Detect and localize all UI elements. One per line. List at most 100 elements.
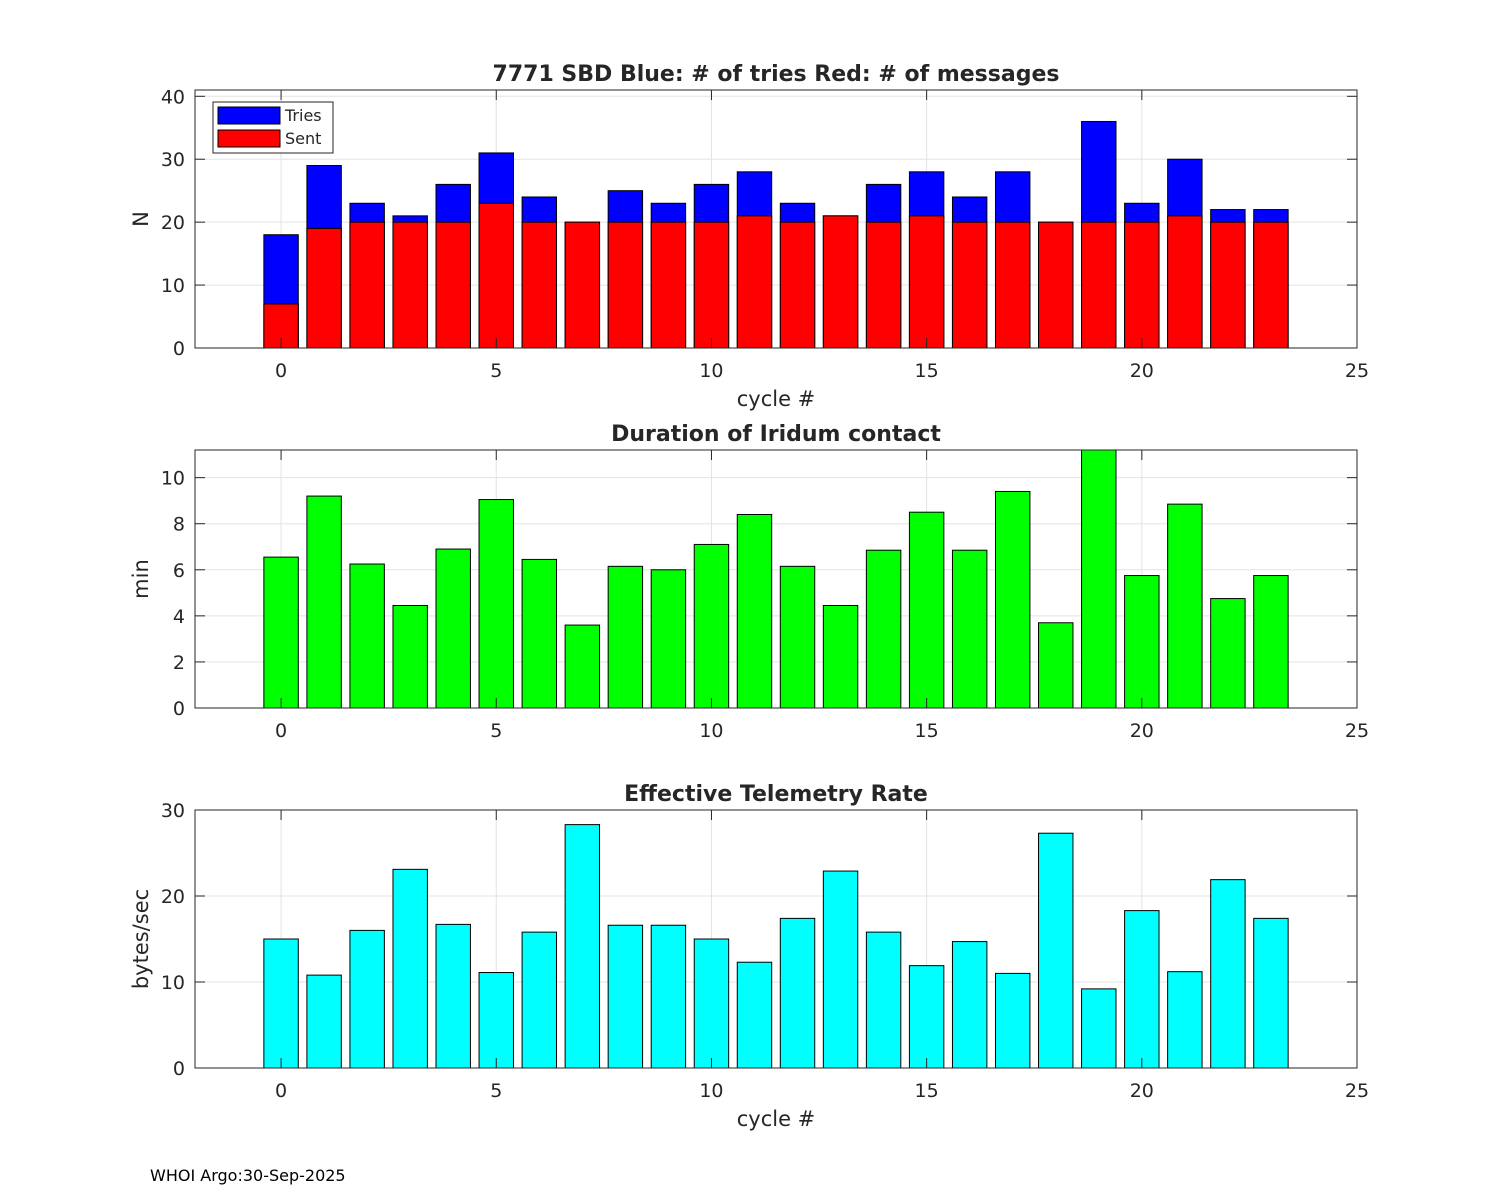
x-tick-label: 15 bbox=[915, 360, 939, 382]
y-tick-label: 10 bbox=[161, 275, 185, 297]
bar-rate-19 bbox=[1081, 988, 1117, 1069]
bar-sent-18 bbox=[1038, 221, 1074, 349]
bar-rate-9 bbox=[650, 924, 687, 1069]
bar-sent-17 bbox=[994, 221, 1031, 349]
bar-sent-19 bbox=[1081, 221, 1117, 349]
bar-sent-21 bbox=[1167, 215, 1203, 349]
bar-duration-21 bbox=[1167, 503, 1203, 709]
bar-rate-22 bbox=[1210, 879, 1246, 1069]
y-tick-label: 4 bbox=[173, 606, 185, 628]
x-tick-label: 10 bbox=[699, 720, 723, 742]
y-tick-label: 0 bbox=[173, 338, 185, 360]
x-tick-label: 10 bbox=[699, 360, 723, 382]
x-tick-label: 5 bbox=[490, 720, 502, 742]
bar-sent-10 bbox=[693, 221, 730, 349]
bar-rate-18 bbox=[1038, 832, 1074, 1069]
y-tick-label: 20 bbox=[161, 886, 185, 908]
bar-duration-11 bbox=[736, 514, 773, 709]
x-tick-label: 0 bbox=[275, 1080, 287, 1102]
bar-rate-8 bbox=[607, 924, 644, 1069]
bar-duration-17 bbox=[994, 490, 1031, 709]
legend-swatch-tries bbox=[217, 106, 281, 125]
bar-sent-1 bbox=[306, 227, 342, 349]
bar-rate-7 bbox=[564, 824, 601, 1069]
x-axis-label: cycle # bbox=[737, 387, 816, 411]
bar-sent-13 bbox=[822, 215, 859, 349]
x-tick-label: 0 bbox=[275, 360, 287, 382]
bar-duration-13 bbox=[822, 604, 859, 709]
bar-sent-8 bbox=[607, 221, 644, 349]
x-tick-label: 25 bbox=[1345, 1080, 1369, 1102]
panel-1: 0 5 10 15 20 25 0 10 20 30 40 7771 SBD Blue: # of t… bbox=[129, 62, 1369, 411]
bar-duration-8 bbox=[607, 565, 644, 709]
y-tick-label: 2 bbox=[173, 652, 185, 674]
y-tick-label: 30 bbox=[161, 149, 185, 171]
bar-duration-12 bbox=[779, 565, 816, 709]
y-tick-label: 20 bbox=[161, 212, 185, 234]
bar-sent-22 bbox=[1210, 221, 1246, 349]
bar-rate-11 bbox=[736, 961, 773, 1069]
bar-duration-10 bbox=[693, 543, 730, 709]
bar-duration-18 bbox=[1038, 622, 1074, 709]
y-tick-label: 10 bbox=[161, 468, 185, 490]
bar-sent-20 bbox=[1124, 221, 1160, 349]
chart-title: Effective Telemetry Rate bbox=[624, 782, 928, 807]
x-tick-label: 15 bbox=[915, 720, 939, 742]
legend-label-sent: Sent bbox=[285, 129, 321, 148]
y-tick-label: 6 bbox=[173, 560, 185, 582]
x-tick-label: 20 bbox=[1130, 360, 1154, 382]
y-tick-label: 0 bbox=[173, 1058, 185, 1080]
plot-area bbox=[195, 810, 1357, 1068]
y-axis-label: bytes/sec bbox=[129, 889, 153, 989]
bar-sent-23 bbox=[1253, 221, 1289, 349]
bar-sent-4 bbox=[435, 221, 471, 349]
bar-duration-3 bbox=[392, 604, 428, 709]
panel-3: 0 5 10 15 20 25 0 10 20 30 Effective Telemetry Rat… bbox=[129, 782, 1369, 1131]
y-tick-label: 10 bbox=[161, 972, 185, 994]
x-tick-label: 0 bbox=[275, 720, 287, 742]
bar-duration-1 bbox=[306, 495, 342, 709]
bar-rate-17 bbox=[994, 972, 1031, 1069]
bar-duration-19 bbox=[1081, 449, 1117, 709]
y-axis-label: min bbox=[129, 559, 153, 599]
bar-duration-20 bbox=[1124, 575, 1160, 709]
bar-sent-2 bbox=[349, 221, 385, 349]
y-axis-label: N bbox=[129, 211, 153, 227]
chart-title: Duration of Iridum contact bbox=[611, 422, 941, 447]
bar-sent-16 bbox=[951, 221, 988, 349]
bar-duration-2 bbox=[349, 563, 385, 709]
bar-rate-20 bbox=[1124, 910, 1160, 1069]
x-tick-label: 10 bbox=[699, 1080, 723, 1102]
bar-sent-6 bbox=[521, 221, 558, 349]
legend-swatch-sent bbox=[217, 129, 281, 148]
bar-sent-15 bbox=[908, 215, 945, 349]
bar-rate-4 bbox=[435, 923, 471, 1069]
bar-rate-0 bbox=[263, 938, 299, 1069]
bar-sent-9 bbox=[650, 221, 687, 349]
bar-sent-14 bbox=[865, 221, 902, 349]
bar-duration-15 bbox=[908, 511, 945, 709]
y-tick-label: 8 bbox=[173, 514, 185, 536]
bar-duration-22 bbox=[1210, 598, 1246, 709]
x-tick-label: 25 bbox=[1345, 720, 1369, 742]
bar-rate-2 bbox=[349, 929, 385, 1069]
bar-rate-3 bbox=[392, 868, 428, 1069]
bar-rate-6 bbox=[521, 931, 558, 1069]
plot-area bbox=[195, 450, 1357, 708]
panel-2: 0 5 10 15 20 25 0 2 4 6 8 10 Duration of Iridum cont… bbox=[129, 422, 1369, 742]
footer-text: WHOI Argo:30-Sep-2025 bbox=[150, 1166, 346, 1185]
bar-rate-1 bbox=[306, 974, 342, 1069]
x-tick-label: 5 bbox=[490, 360, 502, 382]
bar-rate-10 bbox=[693, 938, 730, 1069]
axes-box bbox=[194, 89, 1358, 349]
bar-rate-16 bbox=[951, 941, 988, 1069]
x-tick-label: 5 bbox=[490, 1080, 502, 1102]
bar-duration-4 bbox=[435, 548, 471, 709]
bar-rate-12 bbox=[779, 917, 816, 1069]
y-tick-label: 40 bbox=[161, 86, 185, 108]
bar-rate-14 bbox=[865, 931, 902, 1069]
bar-duration-14 bbox=[865, 549, 902, 709]
plot-area bbox=[195, 90, 1357, 348]
chart-title: 7771 SBD Blue: # of tries Red: # of mess… bbox=[493, 62, 1060, 87]
